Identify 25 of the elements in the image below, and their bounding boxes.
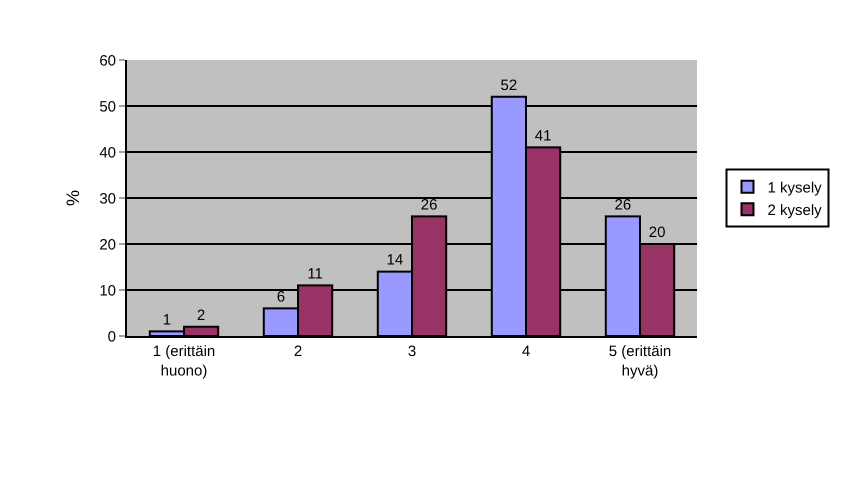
y-tick-label: 30 [99,190,116,208]
data-label: 41 [534,127,552,144]
y-tick-label: 40 [99,144,116,162]
y-tick-label: 10 [99,282,116,300]
y-tick-label: 20 [99,236,116,254]
legend-label: 1 kysely [768,180,822,197]
data-label: 20 [648,224,666,241]
x-tick-label: 4 [522,343,530,360]
y-axis-title: % [63,190,84,206]
y-tick-label: 60 [99,52,116,70]
data-label: 11 [307,265,323,282]
y-tick-label: 50 [99,98,116,116]
data-label: 14 [386,252,404,269]
data-label: 52 [500,76,518,94]
y-tick-label: 0 [108,328,116,346]
x-tick-label: 1 (erittäin huono) [152,343,216,380]
x-tick-label: 2 [294,343,302,360]
data-label: 26 [614,196,632,214]
x-tick-label: 5 (erittäin hyvä) [608,343,672,380]
data-label: 1 [162,311,172,328]
data-label: 26 [420,196,438,214]
data-label: 6 [276,288,286,306]
data-label: 2 [196,306,206,324]
x-tick-label: 3 [408,343,416,360]
legend-label: 2 kysely [768,202,822,220]
